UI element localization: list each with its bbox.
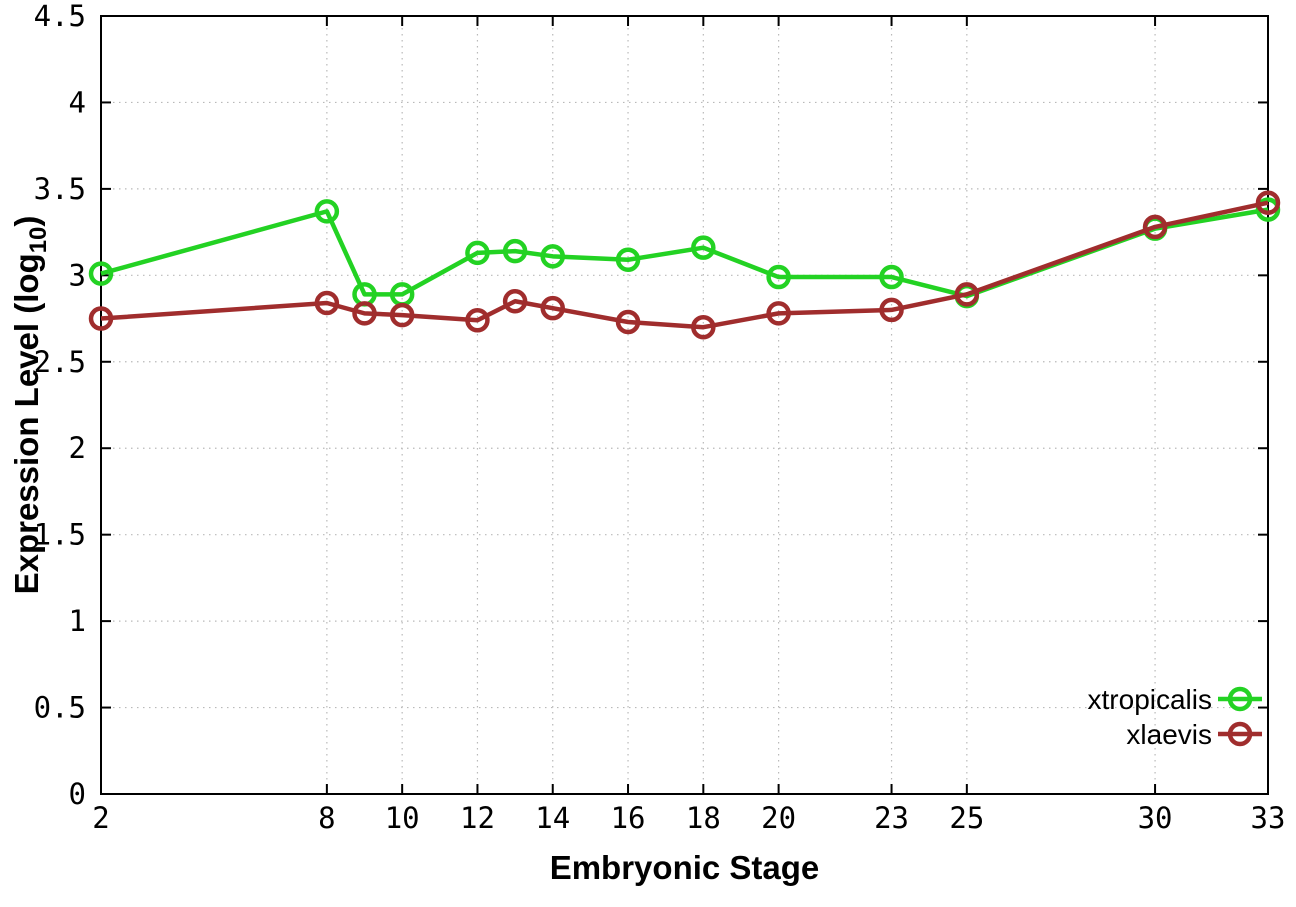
data-point-marker-xlaevis: [88, 306, 114, 331]
x-tick-label: 23: [874, 801, 909, 835]
x-tick-label: 18: [686, 801, 721, 835]
y-tick-label: 0.5: [34, 691, 86, 725]
y-tick-label: 3.5: [34, 172, 86, 206]
legend-label: xlaevis: [1126, 719, 1212, 750]
data-point-marker-xlaevis: [1142, 214, 1168, 240]
data-point-marker-xlaevis: [502, 289, 528, 314]
data-point-marker-xlaevis: [954, 282, 980, 307]
data-point-marker-xlaevis: [691, 314, 716, 340]
x-tick-label: 16: [611, 801, 646, 835]
legend-entry-xlaevis: xlaevis: [1126, 719, 1262, 750]
x-tick-label: 8: [318, 801, 335, 835]
data-point-marker-xlaevis: [314, 290, 340, 316]
legend-entry-xtropicalis: xtropicalis: [1088, 684, 1262, 715]
data-point-marker-xlaevis: [1255, 190, 1281, 215]
series-xlaevis: [88, 190, 1281, 340]
data-point-marker-xlaevis: [389, 302, 415, 328]
data-point-marker-xtropicalis: [314, 199, 340, 224]
tick-labels: 2 8 10 12 14 16 18 20 23 25 30 33 0 0.5 1 1.5 2 2.5 3 3.5 4 4…: [34, 0, 1286, 835]
data-point-marker-xlaevis: [465, 308, 490, 333]
legend-marker: [1227, 686, 1253, 712]
y-tick-label: 4.5: [34, 0, 86, 33]
data-point-marker-xtropicalis: [691, 235, 716, 260]
data-point-marker-xlaevis: [879, 297, 904, 323]
x-tick-label: 33: [1251, 801, 1286, 835]
x-tick-label: 20: [761, 801, 796, 835]
axis-ticks: [100, 15, 1269, 795]
y-axis-title: Expression Level (log10): [8, 216, 52, 595]
x-tick-label: 10: [385, 801, 420, 835]
data-point-marker-xtropicalis: [615, 247, 641, 273]
legend-label: xtropicalis: [1088, 684, 1212, 715]
y-tick-label: 3: [69, 258, 86, 292]
data-point-marker-xtropicalis: [879, 264, 904, 290]
y-tick-label: 0: [69, 777, 86, 811]
x-tick-label: 30: [1138, 801, 1173, 835]
y-tick-label: 1: [69, 604, 86, 638]
data-point-marker-xlaevis: [615, 309, 641, 335]
x-axis-title: Embryonic Stage: [550, 849, 820, 886]
series-line-xlaevis: [100, 200, 1269, 330]
legend: xtropicalis xlaevis: [1088, 684, 1262, 750]
data-point-marker-xlaevis: [766, 301, 791, 326]
data-point-marker-xtropicalis: [540, 244, 565, 269]
y-tick-label: 4: [69, 85, 86, 119]
y-tick-label: 2: [69, 431, 86, 465]
gridlines: [101, 16, 1268, 794]
x-tick-label: 12: [460, 801, 495, 835]
y-tick-label: 2.5: [34, 345, 86, 379]
data-point-marker-xtropicalis: [502, 238, 528, 264]
legend-marker: [1227, 721, 1253, 747]
x-tick-label: 25: [949, 801, 984, 835]
x-tick-label: 2: [92, 801, 109, 835]
x-tick-label: 14: [535, 801, 570, 835]
y-tick-label: 1.5: [34, 518, 86, 552]
data-point-marker-xtropicalis: [766, 264, 791, 290]
data-point-marker-xtropicalis: [88, 261, 114, 286]
series-line-xtropicalis: [100, 207, 1269, 299]
data-point-marker-xlaevis: [540, 295, 565, 321]
data-point-marker-xlaevis: [352, 301, 377, 326]
plot-border: [100, 15, 1269, 795]
data-point-marker-xtropicalis: [465, 240, 490, 266]
